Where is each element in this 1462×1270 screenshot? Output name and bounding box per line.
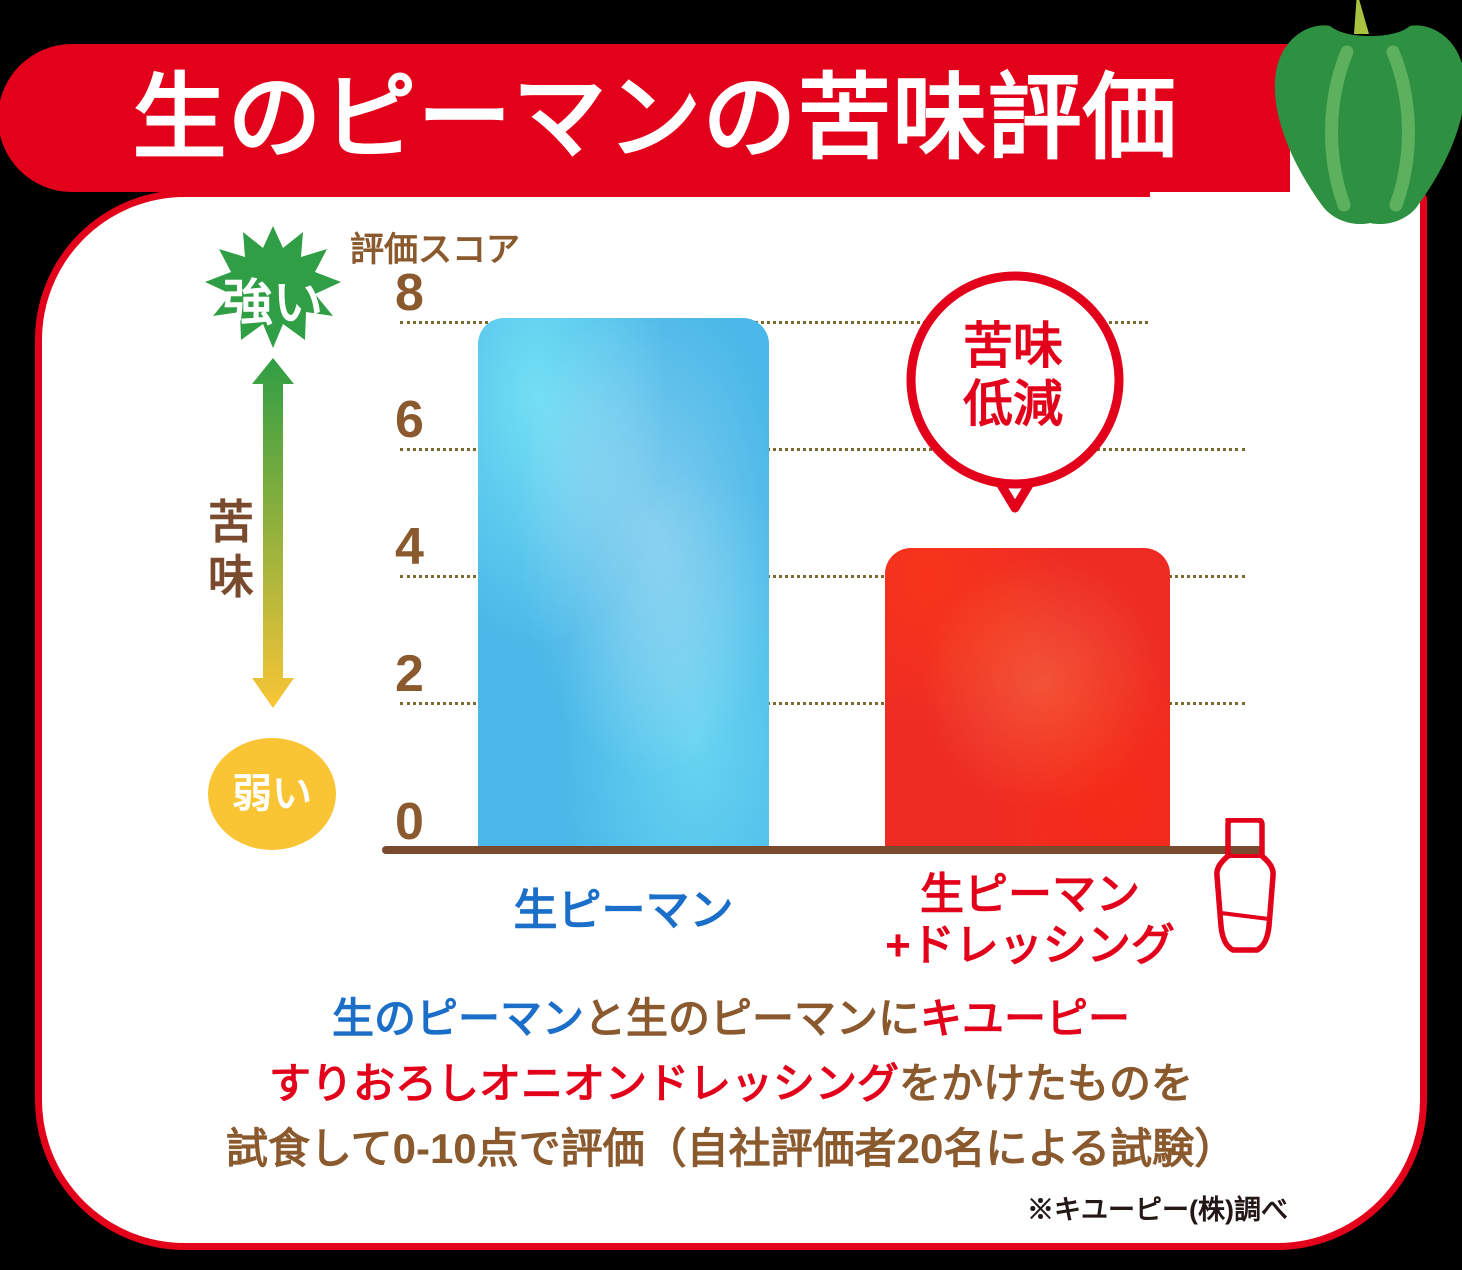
svg-text:強い: 強い — [223, 275, 323, 331]
